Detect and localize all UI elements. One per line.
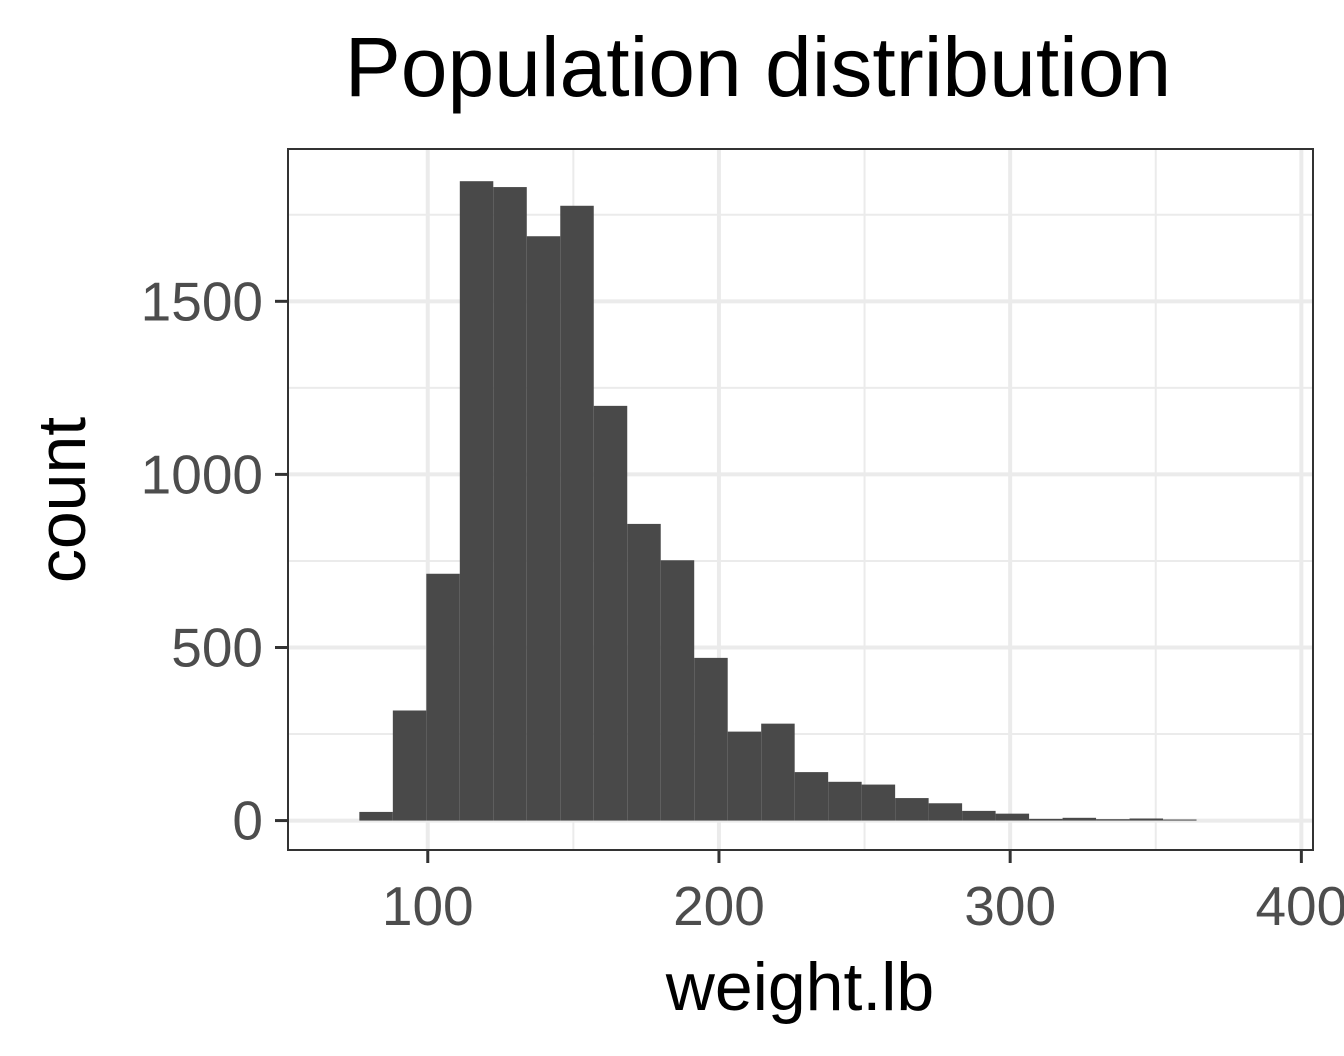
histogram-bar (627, 523, 661, 821)
x-tick-label: 300 (964, 875, 1056, 937)
histogram-bar (1163, 819, 1197, 821)
histogram-bar (694, 657, 728, 821)
histogram-bar (493, 187, 527, 821)
histogram-bar (359, 811, 393, 821)
histogram-bar (995, 813, 1030, 821)
histogram-bars (359, 181, 1197, 821)
histogram-bar (962, 810, 996, 821)
chart-title: Population distribution (345, 20, 1172, 114)
histogram-bar (593, 405, 628, 821)
histogram-bar (1062, 817, 1097, 821)
histogram-bar (1129, 818, 1164, 821)
y-axis-title: count (24, 417, 100, 583)
x-tick-label: 200 (673, 875, 765, 937)
histogram-bar (828, 781, 862, 821)
histogram-bar (761, 723, 795, 821)
histogram-bar (526, 236, 561, 821)
histogram-bar (727, 731, 762, 821)
y-tick-label: 1000 (141, 443, 263, 505)
histogram-bar (426, 573, 460, 821)
histogram-bar (861, 784, 896, 821)
histogram-bar (1096, 819, 1130, 821)
histogram-bar (1029, 818, 1063, 821)
histogram-bar (928, 803, 963, 821)
y-tick-label: 1500 (141, 270, 263, 332)
histogram-bar (459, 181, 494, 821)
x-tick-label: 400 (1255, 875, 1344, 937)
y-tick-label: 0 (232, 790, 263, 852)
y-axis-ticks: 0 500 1000 1500 (141, 270, 288, 852)
histogram-bar (660, 560, 695, 821)
histogram-bar (392, 710, 427, 821)
x-tick-label: 100 (382, 875, 474, 937)
x-axis-ticks: 100 200 300 400 (382, 850, 1344, 937)
histogram-bar (560, 205, 594, 821)
histogram-bar (895, 798, 929, 821)
x-axis-title: weight.lb (665, 949, 934, 1025)
histogram-bar (794, 772, 829, 821)
plot-border (287, 148, 1314, 851)
y-tick-label: 500 (171, 616, 263, 678)
